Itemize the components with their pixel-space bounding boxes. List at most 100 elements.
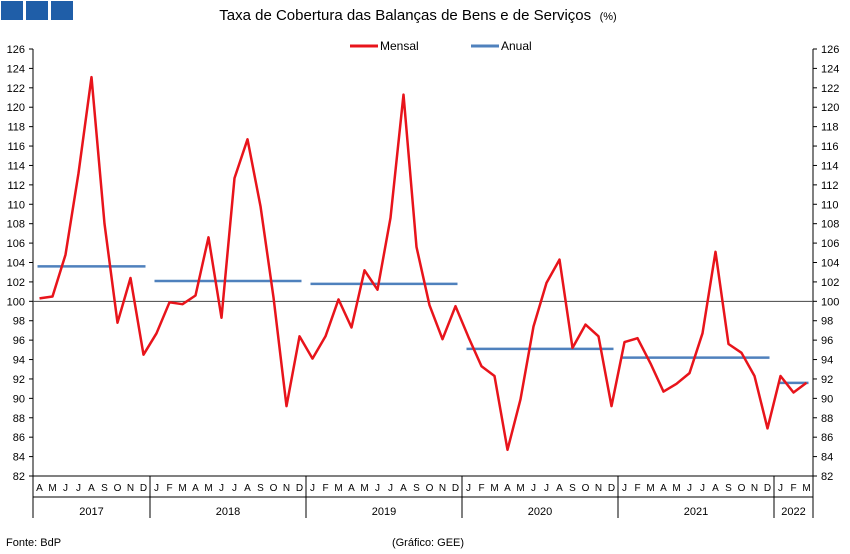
month-label: A [88, 483, 95, 494]
month-label: M [360, 483, 368, 494]
month-label: M [672, 483, 680, 494]
y-tick-label-right: 94 [821, 355, 833, 367]
year-label: 2018 [216, 506, 240, 518]
month-label: A [244, 483, 251, 494]
month-label: D [452, 483, 459, 494]
month-label: O [426, 483, 434, 494]
month-label: S [569, 483, 576, 494]
y-tick-label-right: 126 [821, 44, 839, 56]
month-label: A [556, 483, 563, 494]
month-label: J [375, 483, 380, 494]
y-tick-label-right: 110 [821, 199, 839, 211]
y-tick-label-left: 104 [7, 258, 25, 270]
month-label: N [595, 483, 602, 494]
y-tick-label-right: 88 [821, 413, 833, 425]
y-tick-label-right: 116 [821, 141, 839, 153]
month-label: M [48, 483, 56, 494]
month-label: S [413, 483, 420, 494]
axes: 82 82 84 84 86 86 88 88 90 90 92 92 94 94 96 96 98 98 100 1… [7, 44, 840, 483]
y-tick-label-right: 114 [821, 160, 839, 172]
month-label: A [192, 483, 199, 494]
y-tick-label-left: 98 [13, 316, 25, 328]
month-label: A [400, 483, 407, 494]
year-label: 2022 [781, 506, 805, 518]
y-tick-label-left: 112 [7, 180, 25, 192]
month-label: S [101, 483, 108, 494]
month-label: J [154, 483, 159, 494]
y-tick-label-right: 86 [821, 432, 833, 444]
y-tick-label-right: 118 [821, 122, 839, 134]
month-label: S [725, 483, 732, 494]
month-label: F [322, 483, 328, 494]
month-label: F [634, 483, 640, 494]
month-label: N [127, 483, 134, 494]
month-label: N [751, 483, 758, 494]
month-label: A [504, 483, 511, 494]
month-label: J [622, 483, 627, 494]
month-label: D [608, 483, 615, 494]
year-label: 2017 [79, 506, 103, 518]
y-tick-label-left: 100 [7, 296, 25, 308]
year-label: 2020 [528, 506, 552, 518]
month-label: S [257, 483, 264, 494]
month-label: J [76, 483, 81, 494]
month-label: O [270, 483, 278, 494]
y-tick-label-left: 124 [7, 63, 25, 75]
y-tick-label-left: 108 [7, 219, 25, 231]
month-label: O [582, 483, 590, 494]
y-tick-label-right: 104 [821, 258, 839, 270]
month-label: M [204, 483, 212, 494]
month-label: D [296, 483, 303, 494]
y-tick-label-left: 126 [7, 44, 25, 56]
y-tick-label-left: 88 [13, 413, 25, 425]
y-tick-label-left: 110 [7, 199, 25, 211]
month-label: F [790, 483, 796, 494]
month-label: M [490, 483, 498, 494]
month-label: M [646, 483, 654, 494]
month-label: J [219, 483, 224, 494]
month-label: J [778, 483, 783, 494]
y-tick-label-left: 120 [7, 102, 25, 114]
y-tick-label-right: 112 [821, 180, 839, 192]
y-tick-label-right: 82 [821, 471, 833, 483]
y-tick-label-left: 116 [7, 141, 25, 153]
y-tick-label-right: 90 [821, 393, 833, 405]
month-label: A [712, 483, 719, 494]
month-label: A [348, 483, 355, 494]
y-tick-label-right: 92 [821, 374, 833, 386]
chart-title-main: Taxa de Cobertura das Balanças de Bens e… [219, 7, 591, 24]
credit-note: (Gráfico: GEE) [392, 537, 464, 549]
month-label: A [36, 483, 43, 494]
logo-square-2 [26, 1, 48, 20]
month-label: D [764, 483, 771, 494]
month-label: J [466, 483, 471, 494]
y-tick-label-left: 82 [13, 471, 25, 483]
y-tick-label-left: 90 [13, 393, 25, 405]
y-tick-label-left: 118 [7, 122, 25, 134]
month-label: J [388, 483, 393, 494]
month-label: J [63, 483, 68, 494]
y-tick-label-left: 106 [7, 238, 25, 250]
y-tick-label-right: 108 [821, 219, 839, 231]
month-label: J [232, 483, 237, 494]
y-tick-label-right: 124 [821, 63, 839, 75]
monthly-series-line [39, 75, 808, 452]
y-tick-label-right: 98 [821, 316, 833, 328]
month-label: A [660, 483, 667, 494]
y-tick-label-right: 84 [821, 452, 833, 464]
month-label: M [178, 483, 186, 494]
year-label: 2019 [372, 506, 396, 518]
month-label: J [687, 483, 692, 494]
chart-title-unit: (%) [600, 11, 617, 23]
month-label: J [544, 483, 549, 494]
month-label: J [531, 483, 536, 494]
y-tick-label-left: 94 [13, 355, 25, 367]
month-label: O [738, 483, 746, 494]
y-tick-label-left: 84 [13, 452, 25, 464]
y-tick-label-right: 106 [821, 238, 839, 250]
month-label: M [802, 483, 810, 494]
month-label: F [478, 483, 484, 494]
year-label: 2021 [684, 506, 708, 518]
